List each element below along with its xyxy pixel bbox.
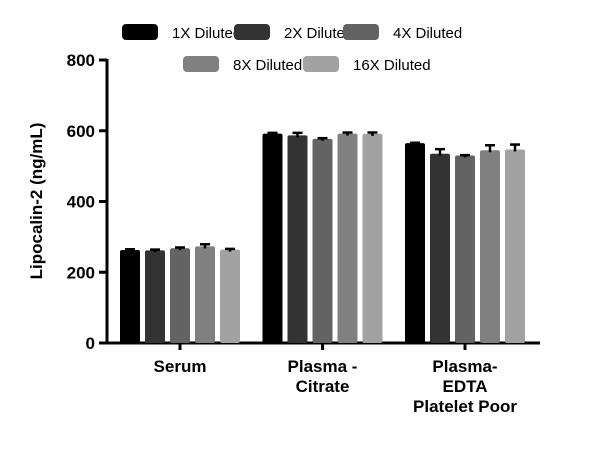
bar bbox=[120, 249, 140, 343]
x-tick-label: Citrate bbox=[296, 377, 350, 396]
x-tick-label: Plasma- bbox=[432, 357, 497, 376]
bar bbox=[145, 250, 165, 343]
bar bbox=[480, 150, 500, 343]
x-tick-label: Serum bbox=[154, 357, 207, 376]
y-tick-label: 0 bbox=[86, 334, 95, 353]
bar bbox=[337, 133, 358, 343]
bar bbox=[362, 133, 383, 343]
legend-label: 8X Diluted bbox=[233, 57, 302, 74]
bar bbox=[430, 153, 450, 343]
legend-swatch bbox=[303, 56, 339, 72]
bar bbox=[505, 149, 525, 343]
y-tick-label: 800 bbox=[67, 51, 95, 70]
y-tick-label: 600 bbox=[67, 122, 95, 141]
legend-label: 2X Diluted bbox=[284, 25, 353, 42]
bar bbox=[287, 135, 308, 343]
legend-label: 16X Diluted bbox=[353, 57, 431, 74]
y-axis-label: Lipocalin-2 (ng/mL) bbox=[27, 123, 46, 280]
x-tick-label: EDTA bbox=[442, 377, 487, 396]
y-tick-label: 400 bbox=[67, 193, 95, 212]
bar bbox=[312, 138, 333, 343]
x-tick-label: Plasma - bbox=[288, 357, 358, 376]
bar bbox=[262, 133, 283, 343]
bar bbox=[195, 246, 215, 343]
legend-label: 4X Diluted bbox=[393, 25, 462, 42]
y-tick-label: 200 bbox=[67, 263, 95, 282]
legend-swatch bbox=[343, 24, 379, 40]
bar bbox=[405, 143, 425, 343]
x-tick-label: Platelet Poor bbox=[413, 397, 517, 416]
legend-swatch bbox=[234, 24, 270, 40]
bar bbox=[455, 155, 475, 343]
legend-swatch bbox=[183, 56, 219, 72]
legend-swatch bbox=[122, 24, 158, 40]
bar bbox=[170, 248, 190, 343]
bar bbox=[220, 249, 240, 343]
legend-label: 1X Diluted bbox=[172, 25, 241, 42]
